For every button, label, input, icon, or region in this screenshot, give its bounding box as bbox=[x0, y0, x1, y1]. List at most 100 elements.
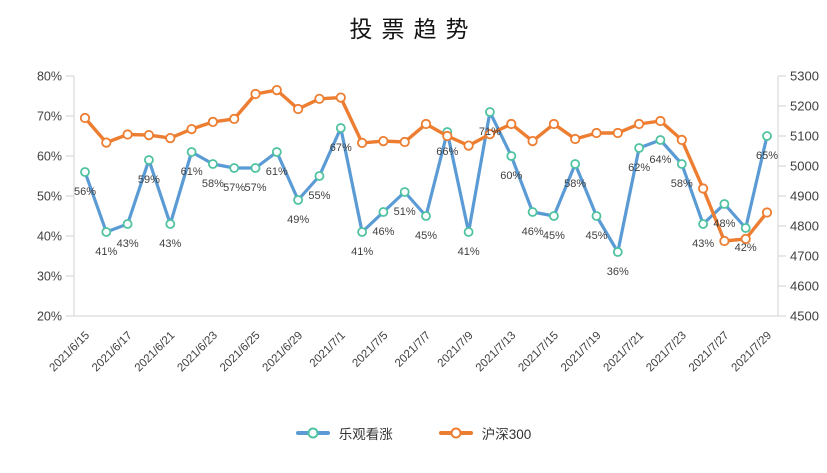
hs300-point[interactable] bbox=[697, 183, 709, 194]
hs300-point[interactable] bbox=[250, 88, 261, 100]
x-axis-tick-label: 2021/7/9 bbox=[436, 330, 476, 370]
x-axis-tick-label: 2021/7/23 bbox=[644, 330, 689, 375]
hs300-point[interactable] bbox=[719, 235, 730, 247]
right-axis-tick-label: 4600 bbox=[790, 279, 819, 294]
bullish-point[interactable] bbox=[506, 151, 517, 161]
bullish-point[interactable] bbox=[293, 195, 304, 205]
bullish-data-label: 55% bbox=[308, 190, 330, 202]
hs300-point[interactable] bbox=[655, 115, 666, 127]
bullish-point[interactable] bbox=[740, 223, 751, 233]
bullish-point[interactable] bbox=[335, 123, 346, 133]
bullish-data-label: 57% bbox=[223, 182, 245, 194]
hs300-point[interactable] bbox=[399, 136, 410, 148]
bullish-point[interactable] bbox=[165, 219, 176, 229]
hs300-point[interactable] bbox=[442, 130, 453, 142]
bullish-data-label: 43% bbox=[117, 238, 139, 250]
bullish-point[interactable] bbox=[463, 227, 474, 237]
bullish-point[interactable] bbox=[484, 107, 495, 117]
hs300-point[interactable] bbox=[292, 103, 304, 115]
bullish-point[interactable] bbox=[591, 211, 602, 221]
left-axis-tick-label: 20% bbox=[37, 310, 62, 324]
bullish-point[interactable] bbox=[80, 167, 90, 177]
bullish-point[interactable] bbox=[612, 247, 623, 257]
hs300-point[interactable] bbox=[356, 137, 368, 148]
bullish-point[interactable] bbox=[399, 187, 410, 197]
bullish-point[interactable] bbox=[122, 219, 133, 229]
bullish-data-label: 64% bbox=[649, 154, 671, 166]
hs300-point[interactable] bbox=[207, 116, 218, 128]
bullish-point[interactable] bbox=[229, 163, 240, 173]
bullish-point[interactable] bbox=[655, 135, 666, 145]
bullish-point[interactable] bbox=[101, 227, 112, 237]
x-axis-tick-label: 2021/7/27 bbox=[687, 330, 732, 375]
left-axis-tick-label: 70% bbox=[37, 110, 62, 124]
left-axis-tick-label: 30% bbox=[37, 270, 62, 284]
bullish-point[interactable] bbox=[207, 159, 218, 169]
bullish-point[interactable] bbox=[250, 163, 261, 173]
hs300-point[interactable] bbox=[484, 129, 495, 140]
hs300-point[interactable] bbox=[761, 207, 773, 218]
hs300-point[interactable] bbox=[143, 130, 154, 141]
bullish-point[interactable] bbox=[570, 159, 581, 169]
chart-title: 投票趋势 bbox=[349, 17, 478, 43]
bullish-point[interactable] bbox=[421, 211, 431, 221]
x-axis-tick-label: 2021/6/25 bbox=[218, 330, 263, 375]
bullish-data-label: 43% bbox=[159, 238, 181, 250]
x-axis-tick-label: 2021/7/15 bbox=[516, 330, 561, 375]
bullish-data-label: 66% bbox=[436, 146, 458, 158]
bullish-point[interactable] bbox=[143, 155, 154, 165]
bullish-point[interactable] bbox=[762, 131, 772, 141]
hs300-point[interactable] bbox=[633, 118, 645, 130]
bullish-data-label: 49% bbox=[287, 214, 309, 226]
hs300-point[interactable] bbox=[378, 136, 389, 147]
bullish-data-label: 65% bbox=[756, 150, 778, 162]
bullish-data-label: 45% bbox=[543, 230, 565, 242]
hs300-point[interactable] bbox=[463, 140, 474, 151]
hs300-point[interactable] bbox=[612, 127, 623, 139]
bullish-point[interactable] bbox=[271, 147, 282, 157]
legend-label-bullish: 乐观看涨 bbox=[338, 427, 393, 442]
legend-item-bullish[interactable]: 乐观看涨 bbox=[295, 423, 393, 443]
right-axis-tick-label: 5300 bbox=[790, 69, 819, 84]
bullish-data-label: 51% bbox=[394, 206, 416, 218]
bullish-point[interactable] bbox=[634, 143, 644, 153]
hs300-point[interactable] bbox=[527, 136, 538, 147]
hs300-point[interactable] bbox=[740, 233, 751, 244]
bullish-point[interactable] bbox=[357, 227, 368, 237]
bullish-data-label: 46% bbox=[372, 226, 394, 238]
hs300-point[interactable] bbox=[101, 137, 112, 148]
left-axis-tick-label: 50% bbox=[37, 190, 62, 204]
hs300-point[interactable] bbox=[229, 113, 240, 125]
hs300-point[interactable] bbox=[122, 129, 133, 140]
bullish-point[interactable] bbox=[314, 171, 325, 181]
bullish-data-label: 57% bbox=[244, 182, 266, 194]
hs300-point[interactable] bbox=[79, 112, 91, 124]
legend-item-hs300[interactable]: 沪深300 bbox=[438, 423, 531, 443]
left-axis-tick-label: 60% bbox=[37, 150, 62, 164]
hs300-point[interactable] bbox=[335, 92, 346, 103]
bullish-point[interactable] bbox=[378, 207, 389, 217]
hs300-point[interactable] bbox=[420, 118, 432, 130]
bullish-point[interactable] bbox=[676, 159, 687, 169]
bullish-data-label: 42% bbox=[735, 242, 757, 254]
hs300-point[interactable] bbox=[591, 127, 602, 139]
right-axis-tick-label: 4800 bbox=[790, 219, 819, 234]
right-axis-tick-label: 4700 bbox=[790, 249, 819, 264]
bullish-point[interactable] bbox=[527, 207, 538, 217]
hs300-point[interactable] bbox=[506, 118, 517, 130]
hs300-point[interactable] bbox=[271, 85, 282, 96]
bullish-point[interactable] bbox=[698, 219, 708, 229]
hs300-point[interactable] bbox=[165, 133, 176, 144]
bullish-data-label: 67% bbox=[330, 142, 352, 154]
bullish-point[interactable] bbox=[186, 147, 197, 157]
hs300-point[interactable] bbox=[548, 118, 560, 130]
bullish-point[interactable] bbox=[549, 211, 559, 221]
bullish-data-label: 41% bbox=[351, 246, 373, 258]
bullish-point[interactable] bbox=[719, 199, 730, 209]
hs300-series-swatch bbox=[438, 427, 473, 439]
right-axis-tick-label: 5000 bbox=[790, 159, 819, 174]
hs300-point[interactable] bbox=[186, 124, 197, 135]
hs300-point[interactable] bbox=[676, 134, 687, 145]
hs300-point[interactable] bbox=[570, 133, 581, 145]
hs300-point[interactable] bbox=[314, 93, 325, 104]
